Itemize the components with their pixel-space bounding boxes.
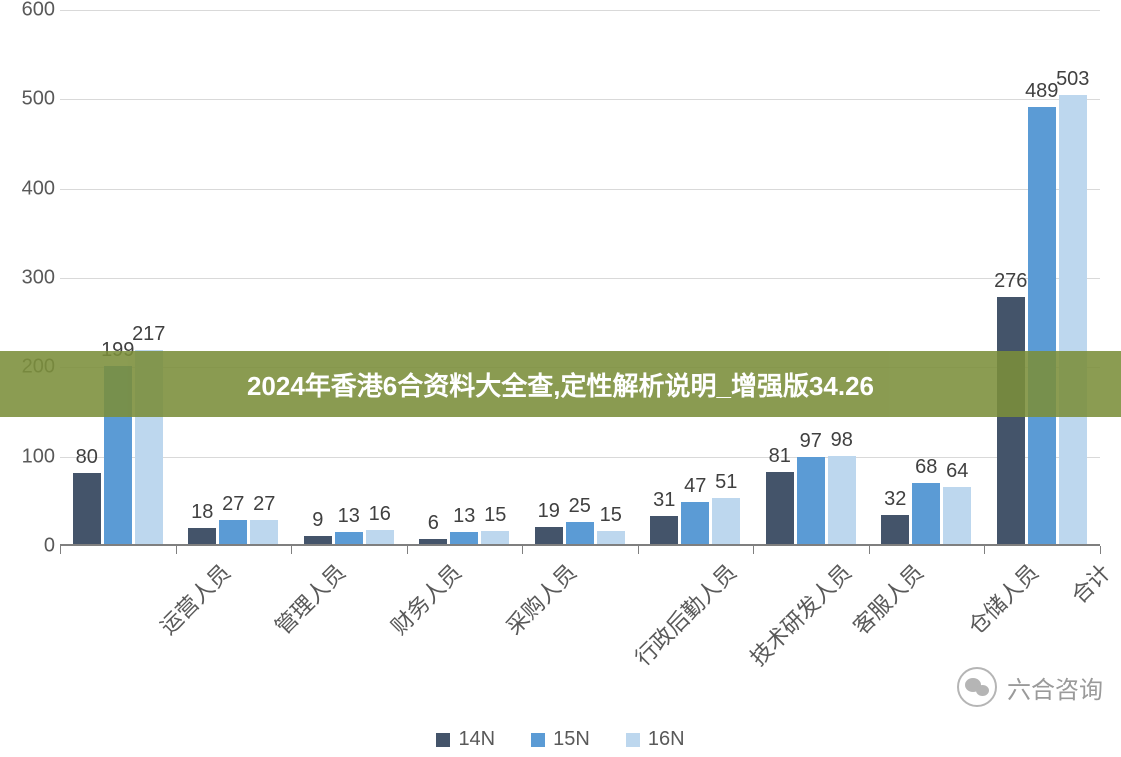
bar-14N [73,473,101,544]
bar-16N [481,531,509,544]
bar-value-label: 276 [991,270,1031,293]
legend: 14N 15N 16N [0,728,1121,751]
x-tick-mark [60,546,61,554]
x-tick-mark [522,546,523,554]
bar-16N [712,498,740,544]
wechat-icon [957,667,997,707]
bar-16N [250,520,278,544]
x-tick-mark [984,546,985,554]
x-tick-mark [753,546,754,554]
x-category-label: 采购人员 [498,556,583,641]
bar-16N [597,531,625,544]
x-category-label: 仓储人员 [960,556,1045,641]
bar-14N [535,527,563,544]
bar-16N [366,530,394,544]
legend-item: 16N [626,728,685,751]
y-tick-label: 0 [5,535,55,558]
x-category-label: 技术研发人员 [742,556,858,672]
x-category-label: 运营人员 [152,556,237,641]
bar-value-label: 15 [591,504,631,527]
x-tick-mark [291,546,292,554]
bar-14N [188,528,216,544]
banner-text: 2024年香港6合资料大全查,定性解析说明_增强版34.26 [247,366,874,403]
bar-value-label: 15 [475,504,515,527]
bar-15N [912,483,940,544]
legend-item: 15N [531,728,590,751]
y-tick-label: 500 [5,88,55,111]
bar-16N [1059,95,1087,544]
x-category-label: 行政后勤人员 [626,556,742,672]
bar-15N [566,522,594,544]
bar-value-label: 503 [1053,68,1093,91]
bar-15N [1028,107,1056,544]
plot-area: 8019921718272791316613151925153147518197… [60,10,1100,546]
bar-14N [766,472,794,544]
x-category-label: 客服人员 [845,556,930,641]
legend-swatch [531,733,545,747]
x-category-label: 财务人员 [383,556,468,641]
watermark: 六合咨询 [957,667,1103,707]
y-tick-label: 400 [5,177,55,200]
bar-15N [797,457,825,544]
bar-value-label: 16 [360,503,400,526]
bar-14N [997,297,1025,544]
bar-14N [304,536,332,544]
x-tick-mark [1100,546,1101,554]
legend-label: 14N [458,728,495,751]
bar-16N [828,456,856,544]
bar-15N [335,532,363,544]
x-category-label: 合计 [1063,556,1117,610]
x-tick-mark [869,546,870,554]
x-tick-mark [638,546,639,554]
bars-layer: 8019921718272791316613151925153147518197… [60,10,1100,544]
bar-15N [681,502,709,544]
legend-swatch [626,733,640,747]
y-tick-label: 300 [5,267,55,290]
bar-value-label: 32 [875,488,915,511]
legend-label: 16N [648,728,685,751]
overlay-banner: 2024年香港6合资料大全查,定性解析说明_增强版34.26 [0,351,1121,417]
bar-value-label: 80 [67,446,107,469]
bar-value-label: 27 [244,493,284,516]
chart-container: 0100200300400500600 80199217182727913166… [0,0,1121,757]
bar-15N [450,532,478,544]
y-tick-label: 100 [5,445,55,468]
bar-14N [650,516,678,544]
x-tick-mark [176,546,177,554]
legend-swatch [436,733,450,747]
bar-16N [943,487,971,544]
bar-value-label: 98 [822,429,862,452]
watermark-text: 六合咨询 [1007,670,1103,705]
bar-value-label: 51 [706,471,746,494]
y-tick-label: 600 [5,0,55,22]
legend-label: 15N [553,728,590,751]
bar-15N [219,520,247,544]
legend-item: 14N [436,728,495,751]
x-category-label: 管理人员 [267,556,352,641]
bar-14N [419,539,447,544]
bar-14N [881,515,909,544]
bar-value-label: 217 [129,323,169,346]
bar-value-label: 64 [937,460,977,483]
x-tick-mark [407,546,408,554]
